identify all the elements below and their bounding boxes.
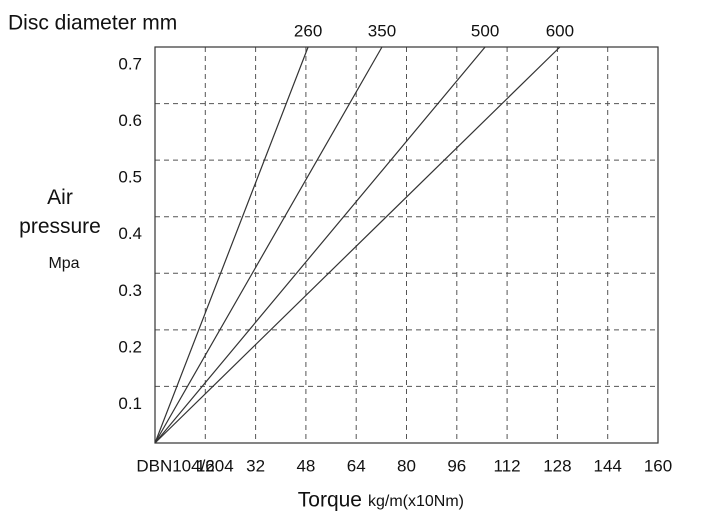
- series-line: [154, 46, 383, 444]
- y-tick-label: 0.6: [118, 111, 142, 130]
- y-axis-label-line1: Air pressure: [19, 186, 101, 238]
- x-tick-label: 32: [246, 456, 265, 475]
- series-label: 500: [471, 21, 499, 40]
- y-tick-label: 0.3: [118, 281, 142, 300]
- x-tick-label: 96: [447, 456, 466, 475]
- x-tick-label: 64: [347, 456, 366, 475]
- x-tick-label: 112: [494, 456, 521, 475]
- y-tick-label: 0.1: [118, 394, 142, 413]
- series-line: [154, 46, 309, 444]
- x-tick-label: 160: [644, 456, 672, 475]
- y-tick-label: 0.7: [118, 54, 142, 73]
- plot-frame: [154, 46, 659, 444]
- series-label: 350: [368, 21, 396, 40]
- x-tick-label: 80: [397, 456, 416, 475]
- series-line: [154, 46, 486, 444]
- y-axis-unit: Mpa: [48, 255, 79, 272]
- chart-title: Disc diameter mm: [8, 12, 177, 35]
- x-axis-unit: kg/m(x10Nm): [368, 493, 464, 510]
- x-tick-label: DBN104/204: [136, 456, 233, 475]
- x-tick-label: 128: [543, 456, 571, 475]
- series-line: [154, 46, 561, 444]
- x-axis-label: Torque: [298, 489, 362, 512]
- series-label: 260: [294, 21, 322, 40]
- series-label: 600: [546, 21, 574, 40]
- x-tick-label: 144: [594, 456, 622, 475]
- y-tick-label: 0.2: [118, 337, 142, 356]
- x-tick-label: 48: [296, 456, 315, 475]
- x-tick-label: 16: [196, 456, 215, 475]
- y-tick-label: 0.5: [118, 168, 142, 187]
- y-tick-label: 0.4: [118, 224, 142, 243]
